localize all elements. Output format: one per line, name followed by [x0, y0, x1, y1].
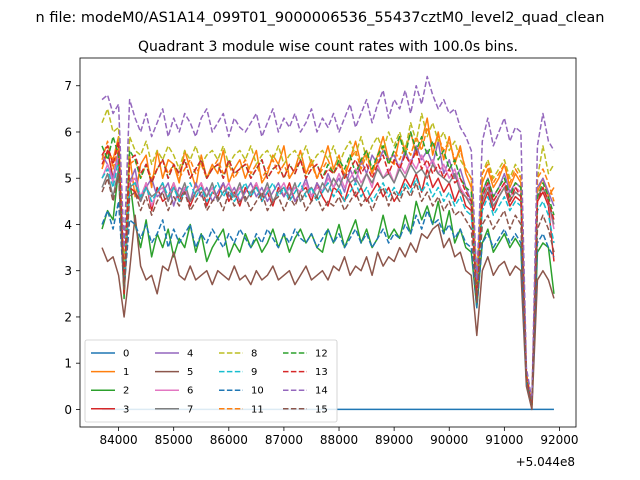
figure-suptitle: n file: modeM0/AS1A14_099T01_9000006536_…	[36, 10, 605, 26]
x-axis-offset-label: +5.044e8	[516, 455, 575, 469]
x-tick-label: 88000	[320, 433, 358, 447]
axes-frame	[79, 57, 577, 428]
legend-label-7: 7	[187, 404, 193, 415]
series-line-14	[101, 75, 555, 401]
legend-label-4: 4	[187, 349, 193, 360]
legend-label-2: 2	[123, 386, 129, 397]
legend-label-8: 8	[251, 349, 257, 360]
y-tick-label: 4	[64, 218, 72, 232]
series-line-15	[101, 172, 555, 406]
y-tick-label: 3	[64, 264, 72, 278]
legend-label-0: 0	[123, 349, 129, 360]
series-line-5	[101, 214, 555, 411]
legend-label-10: 10	[251, 386, 264, 397]
legend-label-12: 12	[315, 349, 328, 360]
y-tick-label: 2	[64, 310, 72, 324]
x-tick-label: 84000	[99, 433, 137, 447]
legend-label-3: 3	[123, 404, 129, 415]
legend-frame	[84, 339, 338, 423]
chart-title: Quadrant 3 module wise count rates with …	[138, 39, 518, 55]
legend-label-6: 6	[187, 386, 193, 397]
x-tick-label: 86000	[210, 433, 248, 447]
x-tick-label: 89000	[375, 433, 413, 447]
ticks-layer: 84000 85000 86000 87000 88000 89000 90000 91000…	[64, 79, 578, 447]
legend-label-1: 1	[123, 367, 129, 378]
series-layer	[101, 75, 555, 411]
y-tick-label: 7	[64, 79, 72, 93]
x-tick-label: 91000	[485, 433, 523, 447]
legend-label-5: 5	[187, 367, 193, 378]
x-tick-label: 87000	[265, 433, 303, 447]
legend-label-13: 13	[315, 367, 328, 378]
series-line-13	[101, 140, 555, 406]
legend-label-9: 9	[251, 367, 257, 378]
legend-label-11: 11	[251, 404, 264, 415]
y-tick-label: 6	[64, 125, 72, 139]
y-tick-label: 5	[64, 172, 72, 186]
legend-label-14: 14	[315, 386, 328, 397]
y-tick-label: 0	[64, 403, 72, 417]
x-tick-label: 85000	[155, 433, 193, 447]
y-tick-label: 1	[64, 357, 72, 371]
x-tick-label: 90000	[430, 433, 468, 447]
legend-label-15: 15	[315, 404, 328, 415]
x-tick-label: 92000	[540, 433, 578, 447]
